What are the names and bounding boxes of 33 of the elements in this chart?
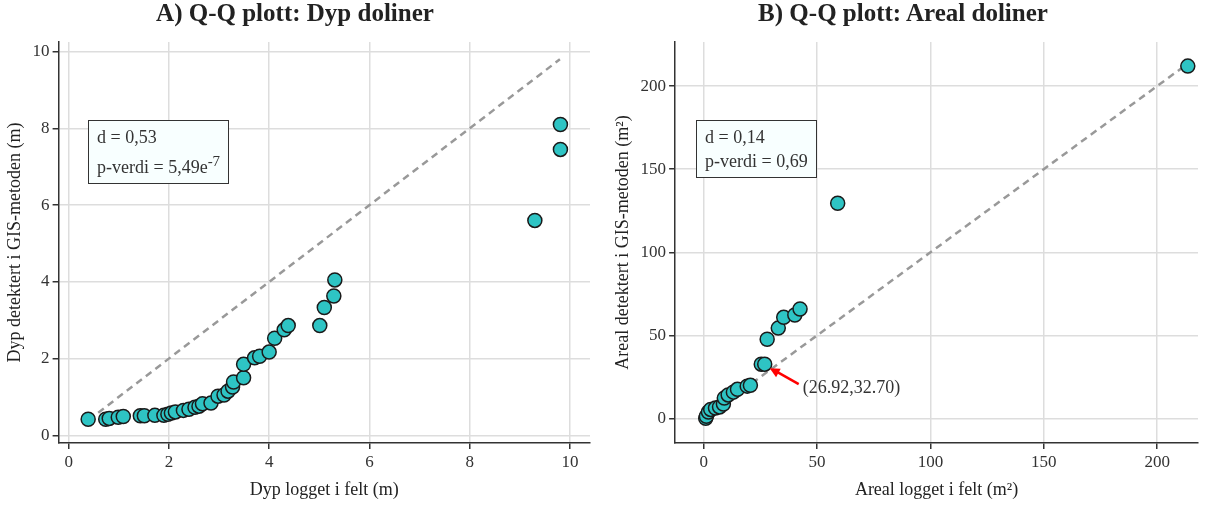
chart-title: B) Q-Q plott: Areal doliner	[758, 0, 1048, 28]
y-tick-label: 6	[41, 194, 50, 214]
y-tick-label: 0	[657, 408, 667, 428]
y-tick-label: 2	[41, 348, 50, 368]
y-tick-label: 10	[32, 41, 50, 61]
y-tick-label: 0	[41, 424, 50, 444]
annotation: (26.92,32.70)	[802, 376, 901, 398]
y-tick-label: 200	[640, 75, 667, 95]
x-axis-title: Dyp logget i felt (m)	[249, 478, 399, 500]
y-tick-label: 50	[649, 324, 667, 344]
x-tick-label: 0	[699, 451, 708, 471]
x-tick-label: 100	[917, 451, 944, 471]
y-tick-label: 150	[640, 158, 667, 178]
annotation: p-verdi = 0,69	[705, 150, 808, 173]
y-axis-title: Areal detektert i GIS-metoden (m²)	[611, 115, 633, 370]
annotation: p-verdi = 5,49e$^{-7}$	[97, 152, 221, 179]
x-tick-label: 4	[264, 451, 274, 471]
annotation: d = 0,14	[705, 126, 766, 149]
x-tick-label: 200	[1144, 451, 1170, 471]
annotation: d = 0,53	[97, 126, 158, 149]
y-tick-label: 4	[41, 271, 51, 291]
x-tick-label: 6	[365, 451, 374, 471]
y-tick-label: 8	[41, 117, 50, 137]
x-tick-label: 8	[465, 451, 474, 471]
x-tick-label: 50	[808, 451, 826, 471]
y-axis-title: Dyp detektert i GIS-metoden (m)	[3, 122, 25, 363]
x-tick-label: 2	[164, 451, 174, 471]
x-tick-label: 150	[1031, 451, 1057, 471]
y-tick-label: 100	[640, 241, 667, 261]
x-tick-label: 10	[561, 451, 579, 471]
x-tick-label: 0	[64, 451, 73, 471]
chart-title: A) Q-Q plott: Dyp doliner	[156, 0, 434, 28]
x-axis-title: Areal logget i felt (m²)	[854, 478, 1019, 500]
